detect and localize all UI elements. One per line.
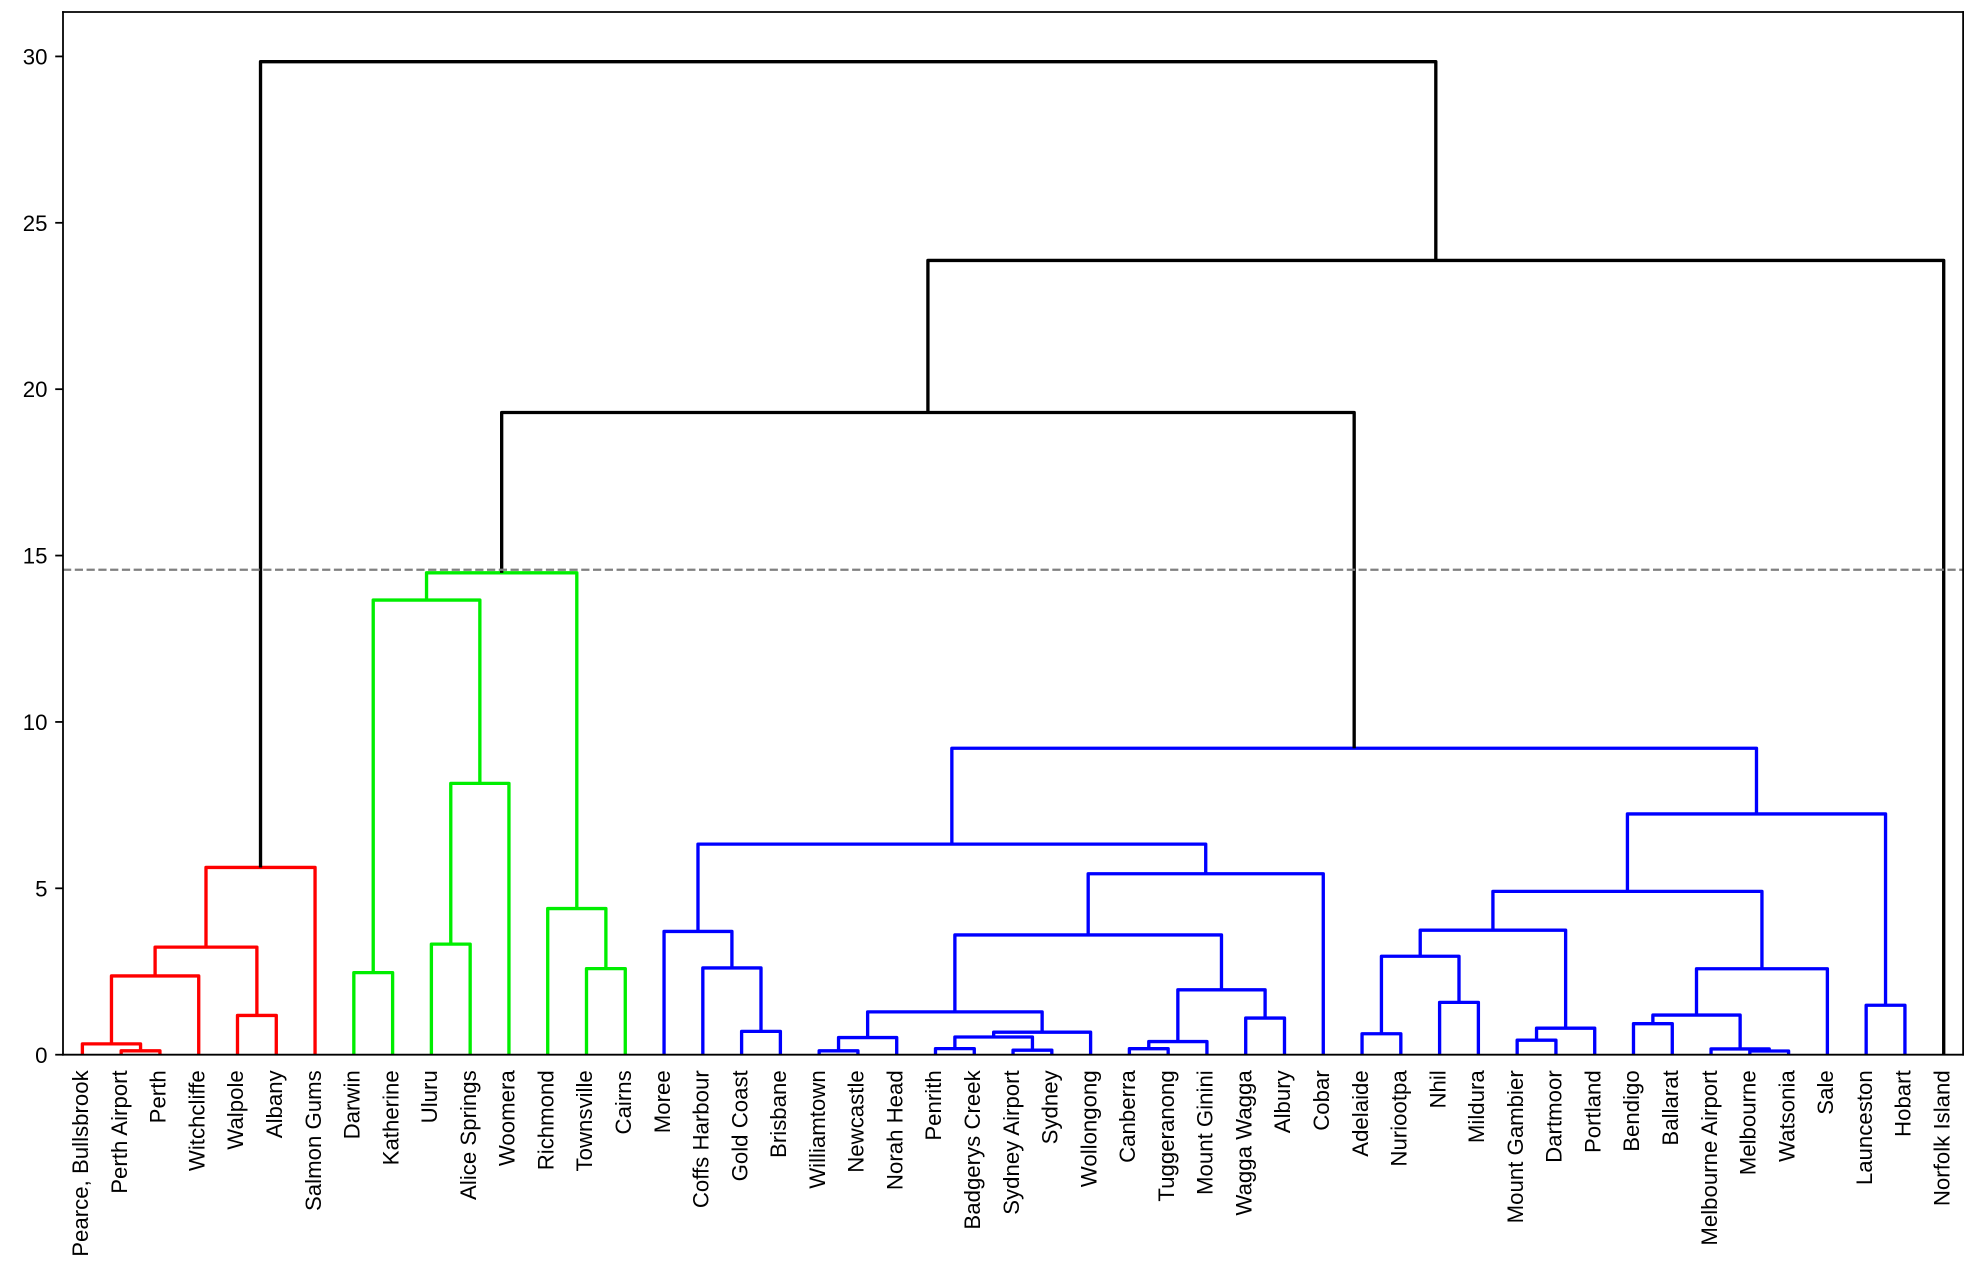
- svg-text:Witchcliffe: Witchcliffe: [184, 1070, 209, 1171]
- svg-text:Nhil: Nhil: [1425, 1070, 1450, 1108]
- svg-text:Nuriootpa: Nuriootpa: [1387, 1070, 1412, 1167]
- svg-text:30: 30: [23, 44, 48, 69]
- svg-text:Cobar: Cobar: [1309, 1070, 1334, 1131]
- svg-text:Uluru: Uluru: [417, 1070, 442, 1123]
- svg-text:Richmond: Richmond: [533, 1070, 558, 1170]
- svg-text:Norfolk Island: Norfolk Island: [1929, 1070, 1954, 1206]
- svg-text:Mount Ginini: Mount Ginini: [1193, 1070, 1218, 1195]
- svg-text:Norah Head: Norah Head: [882, 1070, 907, 1190]
- svg-text:Canberra: Canberra: [1115, 1070, 1140, 1163]
- svg-text:Adelaide: Adelaide: [1348, 1070, 1373, 1156]
- svg-text:Dartmoor: Dartmoor: [1542, 1070, 1567, 1163]
- svg-text:Penrith: Penrith: [921, 1070, 946, 1140]
- svg-text:Gold Coast: Gold Coast: [727, 1069, 752, 1181]
- svg-text:Brisbane: Brisbane: [766, 1070, 791, 1158]
- svg-text:Albury: Albury: [1270, 1069, 1295, 1133]
- svg-text:Williamtown: Williamtown: [805, 1070, 830, 1189]
- svg-text:Walpole: Walpole: [223, 1070, 248, 1149]
- svg-text:Ballarat: Ballarat: [1658, 1069, 1683, 1145]
- svg-text:Townsville: Townsville: [572, 1070, 597, 1171]
- svg-text:10: 10: [23, 710, 48, 735]
- svg-text:20: 20: [23, 377, 48, 402]
- svg-text:Launceston: Launceston: [1852, 1070, 1877, 1185]
- svg-text:Wagga Wagga: Wagga Wagga: [1231, 1070, 1256, 1216]
- svg-text:5: 5: [35, 876, 47, 901]
- svg-text:Katherine: Katherine: [378, 1070, 403, 1165]
- svg-text:Albany: Albany: [262, 1069, 287, 1138]
- svg-text:Sydney: Sydney: [1038, 1069, 1063, 1144]
- svg-text:Mildura: Mildura: [1464, 1070, 1489, 1143]
- svg-text:Tuggeranong: Tuggeranong: [1154, 1070, 1179, 1201]
- svg-text:Cairns: Cairns: [611, 1070, 636, 1134]
- svg-text:Newcastle: Newcastle: [844, 1070, 869, 1173]
- svg-text:15: 15: [23, 544, 48, 569]
- svg-text:Woomera: Woomera: [495, 1070, 520, 1167]
- svg-text:0: 0: [35, 1043, 47, 1068]
- svg-text:Hobart: Hobart: [1891, 1069, 1916, 1137]
- svg-text:Portland: Portland: [1580, 1070, 1605, 1153]
- svg-text:Perth: Perth: [146, 1070, 171, 1123]
- svg-text:25: 25: [23, 211, 48, 236]
- svg-text:Coffs Harbour: Coffs Harbour: [689, 1070, 714, 1209]
- svg-text:Moree: Moree: [650, 1070, 675, 1133]
- svg-text:Darwin: Darwin: [340, 1070, 365, 1139]
- svg-text:Melbourne Airport: Melbourne Airport: [1697, 1069, 1722, 1245]
- svg-text:Melbourne: Melbourne: [1736, 1070, 1761, 1175]
- svg-text:Watsonia: Watsonia: [1774, 1070, 1799, 1162]
- svg-text:Wollongong: Wollongong: [1076, 1070, 1101, 1187]
- svg-text:Perth Airport: Perth Airport: [107, 1069, 132, 1193]
- svg-text:Bendigo: Bendigo: [1619, 1070, 1644, 1152]
- svg-text:Mount Gambier: Mount Gambier: [1503, 1070, 1528, 1224]
- svg-text:Pearce, Bullsbrook: Pearce, Bullsbrook: [68, 1069, 93, 1256]
- svg-text:Salmon Gums: Salmon Gums: [301, 1070, 326, 1211]
- svg-text:Alice Springs: Alice Springs: [456, 1070, 481, 1200]
- svg-text:Sydney Airport: Sydney Airport: [999, 1069, 1024, 1214]
- svg-text:Badgerys Creek: Badgerys Creek: [960, 1069, 985, 1229]
- svg-text:Sale: Sale: [1813, 1070, 1838, 1114]
